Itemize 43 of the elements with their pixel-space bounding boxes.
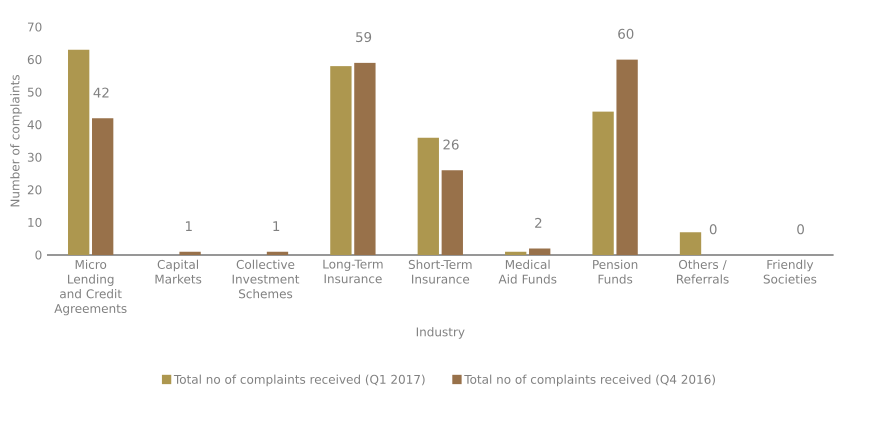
x-tick-label: Long-Term Insurance	[323, 260, 383, 284]
data-label: 0	[710, 224, 717, 234]
y-tick-label: 0	[35, 250, 42, 260]
x-tick-label: Others / Referrals	[676, 260, 729, 284]
data-label: 2	[535, 218, 542, 228]
x-axis-title: Industry	[416, 327, 465, 339]
y-tick-label: 10	[28, 218, 42, 227]
data-label: 1	[186, 221, 192, 232]
y-tick-label: 40	[28, 120, 42, 130]
bar	[529, 248, 550, 255]
bar	[505, 252, 526, 255]
x-tick-label: Short-Term Insurance	[408, 260, 472, 284]
bar	[592, 112, 614, 255]
legend-label: Total no of complaints received (Q4 2016)	[464, 374, 715, 386]
bar	[68, 50, 90, 255]
data-label: 26	[443, 139, 459, 150]
y-tick-label: 20	[28, 185, 42, 194]
data-label: 42	[94, 88, 108, 98]
y-tick-label: 50	[28, 88, 42, 97]
data-label: 59	[356, 32, 372, 42]
x-tick-label: Capital Markets	[156, 260, 202, 284]
legend-label: Total no of complaints received (Q1 2017)	[174, 374, 425, 386]
x-tick-label: Friendly Societies	[764, 260, 816, 284]
bar	[92, 118, 114, 255]
x-tick-label: Medical Aid Funds	[498, 260, 556, 284]
x-tick-label: Collective Investment Schemes	[232, 260, 300, 298]
bar	[616, 60, 638, 255]
x-tick-label: Micro Lending and Credit Agreements	[54, 260, 127, 316]
y-tick-label: 70	[28, 22, 42, 32]
x-tick-label: Pension Funds	[593, 260, 638, 284]
data-label: 60	[618, 28, 634, 39]
data-label: 1	[273, 221, 280, 232]
bar	[442, 170, 463, 255]
bar	[266, 252, 288, 255]
bar	[680, 232, 702, 255]
bar	[418, 138, 439, 255]
bar	[354, 62, 376, 255]
bar	[179, 252, 201, 255]
data-label: 0	[797, 224, 804, 234]
bar	[330, 66, 352, 255]
y-tick-label: 60	[28, 55, 42, 64]
y-tick-label: 30	[28, 152, 42, 162]
y-axis-title: Number of complaints	[10, 74, 22, 206]
